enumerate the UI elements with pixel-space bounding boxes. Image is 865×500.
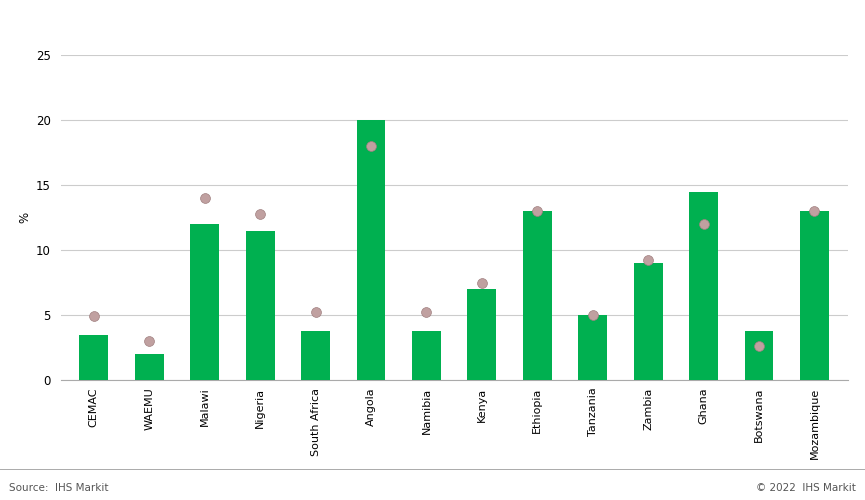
Bar	[689, 192, 718, 380]
Bar	[190, 224, 219, 380]
Point	[475, 278, 489, 286]
Text: Source:  IHS Markit: Source: IHS Markit	[9, 483, 108, 493]
Y-axis label: %: %	[19, 212, 32, 223]
Text: © 2022  IHS Markit: © 2022 IHS Markit	[757, 483, 856, 493]
Point	[143, 337, 157, 345]
Bar	[356, 120, 386, 380]
Point	[364, 142, 378, 150]
Point	[420, 308, 433, 316]
Point	[586, 311, 599, 319]
Bar	[301, 331, 330, 380]
Point	[309, 308, 323, 316]
Bar	[634, 263, 663, 380]
Bar	[80, 334, 108, 380]
Bar	[800, 211, 829, 380]
Point	[696, 220, 710, 228]
Bar	[135, 354, 163, 380]
Point	[530, 207, 544, 215]
Bar	[246, 230, 274, 380]
Bar	[412, 331, 441, 380]
Bar	[745, 331, 773, 380]
Text: Sub-Saharan Africa: policy rates (%): Sub-Saharan Africa: policy rates (%)	[10, 17, 323, 32]
Bar	[579, 315, 607, 380]
Bar	[522, 211, 552, 380]
Point	[253, 210, 267, 218]
Point	[198, 194, 212, 202]
Point	[641, 256, 655, 264]
Point	[808, 207, 822, 215]
Point	[752, 342, 766, 349]
Bar	[467, 289, 497, 380]
Point	[86, 312, 100, 320]
